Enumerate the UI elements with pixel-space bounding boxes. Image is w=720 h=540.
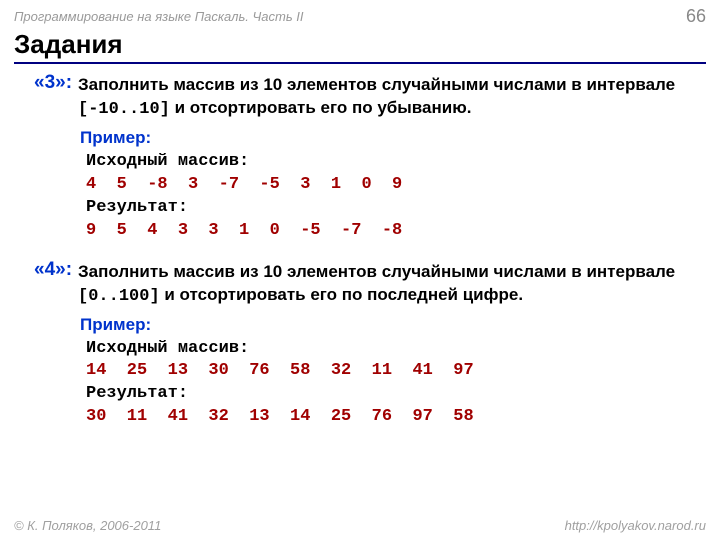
- example-label: Пример:: [80, 315, 686, 335]
- code-block: Исходный массив: 4 5 -8 3 -7 -5 3 1 0 9 …: [86, 151, 686, 243]
- code-line: Результат:: [86, 383, 686, 406]
- task-range: [-10..10]: [78, 100, 170, 119]
- code-line: 14 25 13 30 76 58 32 11 41 97: [86, 360, 686, 383]
- copyright: © К. Поляков, 2006-2011: [14, 518, 161, 533]
- code-line: 4 5 -8 3 -7 -5 3 1 0 9: [86, 174, 686, 197]
- slide-footer: © К. Поляков, 2006-2011 http://kpolyakov…: [14, 518, 706, 533]
- task-number: «4»:: [34, 259, 78, 281]
- code-block: Исходный массив: 14 25 13 30 76 58 32 11…: [86, 338, 686, 430]
- footer-url: http://kpolyakov.narod.ru: [565, 518, 706, 533]
- code-line: Исходный массив:: [86, 338, 686, 361]
- task-3: «3»: Заполнить массив из 10 элементов сл…: [34, 72, 686, 243]
- task-description: Заполнить массив из 10 элементов случайн…: [78, 259, 686, 309]
- course-name: Программирование на языке Паскаль. Часть…: [14, 9, 304, 24]
- code-line: Исходный массив:: [86, 151, 686, 174]
- task-desc-before: Заполнить массив из 10 элементов случайн…: [78, 75, 675, 94]
- task-range: [0..100]: [78, 287, 160, 306]
- task-description: Заполнить массив из 10 элементов случайн…: [78, 72, 686, 122]
- slide-header: Программирование на языке Паскаль. Часть…: [0, 0, 720, 29]
- task-desc-after: и отсортировать его по последней цифре.: [160, 285, 523, 304]
- task-desc-after: и отсортировать его по убыванию.: [170, 98, 472, 117]
- title-rule: [14, 62, 706, 64]
- page-number: 66: [686, 6, 706, 27]
- content: «3»: Заполнить массив из 10 элементов сл…: [0, 72, 720, 429]
- task-desc-before: Заполнить массив из 10 элементов случайн…: [78, 262, 675, 281]
- slide-title: Задания: [0, 29, 720, 62]
- code-line: Результат:: [86, 197, 686, 220]
- task-number: «3»:: [34, 72, 78, 94]
- task-head: «3»: Заполнить массив из 10 элементов сл…: [34, 72, 686, 122]
- task-head: «4»: Заполнить массив из 10 элементов сл…: [34, 259, 686, 309]
- code-line: 9 5 4 3 3 1 0 -5 -7 -8: [86, 220, 686, 243]
- example-label: Пример:: [80, 128, 686, 148]
- task-4: «4»: Заполнить массив из 10 элементов сл…: [34, 259, 686, 430]
- code-line: 30 11 41 32 13 14 25 76 97 58: [86, 406, 686, 429]
